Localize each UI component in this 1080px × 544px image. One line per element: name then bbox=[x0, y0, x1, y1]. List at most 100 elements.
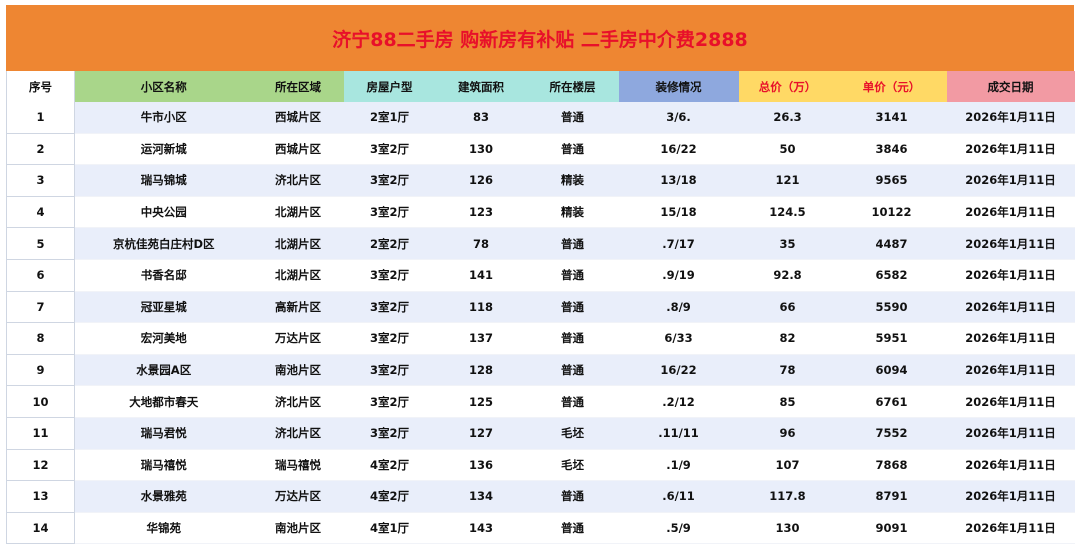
table-cell[interactable]: 京杭佳苑白庄村D区 bbox=[74, 227, 253, 260]
table-cell[interactable]: 136 bbox=[435, 449, 527, 482]
column-header[interactable]: 总价（万） bbox=[738, 71, 837, 102]
table-cell[interactable]: 11 bbox=[6, 417, 75, 450]
table-cell[interactable]: 水景雅苑 bbox=[74, 480, 253, 513]
table-cell[interactable]: 普通 bbox=[526, 480, 619, 513]
table-cell[interactable]: 普通 bbox=[526, 227, 619, 260]
column-header[interactable]: 小区名称 bbox=[74, 71, 253, 102]
table-cell[interactable]: 瑞马禧悦 bbox=[74, 449, 253, 482]
table-cell[interactable]: 4室1厅 bbox=[343, 512, 436, 544]
table-cell[interactable]: 6 bbox=[6, 259, 75, 292]
table-cell[interactable]: 2026年1月11日 bbox=[946, 196, 1075, 229]
table-cell[interactable]: 高新片区 bbox=[252, 291, 344, 324]
table-cell[interactable]: .11/11 bbox=[618, 417, 739, 450]
table-cell[interactable]: 济北片区 bbox=[252, 385, 344, 418]
table-cell[interactable]: 9565 bbox=[836, 164, 947, 197]
table-cell[interactable]: 16/22 bbox=[618, 133, 739, 166]
table-cell[interactable]: 50 bbox=[738, 133, 837, 166]
table-cell[interactable]: 毛坯 bbox=[526, 449, 619, 482]
table-cell[interactable]: 西城片区 bbox=[252, 102, 344, 134]
table-cell[interactable]: 118 bbox=[435, 291, 527, 324]
table-cell[interactable]: 8791 bbox=[836, 480, 947, 513]
table-cell[interactable]: 普通 bbox=[526, 102, 619, 134]
table-cell[interactable]: 2026年1月11日 bbox=[946, 164, 1075, 197]
table-cell[interactable]: 2026年1月11日 bbox=[946, 354, 1075, 387]
table-cell[interactable]: 4 bbox=[6, 196, 75, 229]
table-cell[interactable]: 2026年1月11日 bbox=[946, 102, 1075, 134]
table-cell[interactable]: 35 bbox=[738, 227, 837, 260]
column-header[interactable]: 所在楼层 bbox=[526, 71, 619, 102]
table-cell[interactable]: 137 bbox=[435, 322, 527, 355]
table-cell[interactable]: 万达片区 bbox=[252, 322, 344, 355]
table-cell[interactable]: 6094 bbox=[836, 354, 947, 387]
table-cell[interactable]: 毛坯 bbox=[526, 417, 619, 450]
table-cell[interactable]: 130 bbox=[435, 133, 527, 166]
table-cell[interactable]: 3室2厅 bbox=[343, 385, 436, 418]
table-cell[interactable]: 12 bbox=[6, 449, 75, 482]
table-cell[interactable]: 济北片区 bbox=[252, 164, 344, 197]
table-cell[interactable]: 5590 bbox=[836, 291, 947, 324]
table-cell[interactable]: 牛市小区 bbox=[74, 102, 253, 134]
table-cell[interactable]: 大地都市春天 bbox=[74, 385, 253, 418]
table-cell[interactable]: 6761 bbox=[836, 385, 947, 418]
table-cell[interactable]: 3/6. bbox=[618, 102, 739, 134]
table-cell[interactable]: 2026年1月11日 bbox=[946, 385, 1075, 418]
column-header[interactable]: 房屋户型 bbox=[343, 71, 436, 102]
table-cell[interactable]: .2/12 bbox=[618, 385, 739, 418]
table-cell[interactable]: 书香名邸 bbox=[74, 259, 253, 292]
table-cell[interactable]: 南池片区 bbox=[252, 354, 344, 387]
table-cell[interactable]: 4室2厅 bbox=[343, 480, 436, 513]
table-cell[interactable]: 瑞马禧悦 bbox=[252, 449, 344, 482]
table-cell[interactable]: 北湖片区 bbox=[252, 227, 344, 260]
table-cell[interactable]: 117.8 bbox=[738, 480, 837, 513]
table-cell[interactable]: 126 bbox=[435, 164, 527, 197]
table-cell[interactable]: 10 bbox=[6, 385, 75, 418]
table-cell[interactable]: 普通 bbox=[526, 322, 619, 355]
table-cell[interactable]: 2026年1月11日 bbox=[946, 449, 1075, 482]
table-cell[interactable]: 123 bbox=[435, 196, 527, 229]
table-cell[interactable]: 5951 bbox=[836, 322, 947, 355]
table-cell[interactable]: 华锦苑 bbox=[74, 512, 253, 544]
table-cell[interactable]: 中央公园 bbox=[74, 196, 253, 229]
table-cell[interactable]: 130 bbox=[738, 512, 837, 544]
table-cell[interactable]: 78 bbox=[738, 354, 837, 387]
column-header[interactable]: 所在区域 bbox=[252, 71, 344, 102]
table-cell[interactable]: 141 bbox=[435, 259, 527, 292]
table-cell[interactable]: 5 bbox=[6, 227, 75, 260]
table-cell[interactable]: 6/33 bbox=[618, 322, 739, 355]
table-cell[interactable]: 精装 bbox=[526, 164, 619, 197]
table-cell[interactable]: 96 bbox=[738, 417, 837, 450]
table-cell[interactable]: 万达片区 bbox=[252, 480, 344, 513]
table-cell[interactable]: 127 bbox=[435, 417, 527, 450]
table-cell[interactable]: 143 bbox=[435, 512, 527, 544]
table-cell[interactable]: 3141 bbox=[836, 102, 947, 134]
table-cell[interactable]: 冠亚星城 bbox=[74, 291, 253, 324]
table-cell[interactable]: 3室2厅 bbox=[343, 259, 436, 292]
table-cell[interactable]: 运河新城 bbox=[74, 133, 253, 166]
table-cell[interactable]: .8/9 bbox=[618, 291, 739, 324]
table-cell[interactable]: 普通 bbox=[526, 259, 619, 292]
table-cell[interactable]: 南池片区 bbox=[252, 512, 344, 544]
column-header[interactable]: 序号 bbox=[6, 71, 75, 102]
table-cell[interactable]: 北湖片区 bbox=[252, 259, 344, 292]
table-cell[interactable]: 3室2厅 bbox=[343, 322, 436, 355]
table-cell[interactable]: 26.3 bbox=[738, 102, 837, 134]
column-header[interactable]: 单价（元） bbox=[836, 71, 947, 102]
table-cell[interactable]: 北湖片区 bbox=[252, 196, 344, 229]
table-cell[interactable]: 10122 bbox=[836, 196, 947, 229]
table-cell[interactable]: 4487 bbox=[836, 227, 947, 260]
table-cell[interactable]: 精装 bbox=[526, 196, 619, 229]
table-cell[interactable]: 2026年1月11日 bbox=[946, 480, 1075, 513]
table-cell[interactable]: 66 bbox=[738, 291, 837, 324]
table-cell[interactable]: 7552 bbox=[836, 417, 947, 450]
table-cell[interactable]: 7 bbox=[6, 291, 75, 324]
table-cell[interactable]: 水景园A区 bbox=[74, 354, 253, 387]
table-cell[interactable]: 普通 bbox=[526, 512, 619, 544]
table-cell[interactable]: 普通 bbox=[526, 354, 619, 387]
table-cell[interactable]: 瑞马锦城 bbox=[74, 164, 253, 197]
table-cell[interactable]: 85 bbox=[738, 385, 837, 418]
table-cell[interactable]: .5/9 bbox=[618, 512, 739, 544]
table-cell[interactable]: 2室1厅 bbox=[343, 102, 436, 134]
table-cell[interactable]: 92.8 bbox=[738, 259, 837, 292]
table-cell[interactable]: 3室2厅 bbox=[343, 417, 436, 450]
table-cell[interactable]: 9 bbox=[6, 354, 75, 387]
